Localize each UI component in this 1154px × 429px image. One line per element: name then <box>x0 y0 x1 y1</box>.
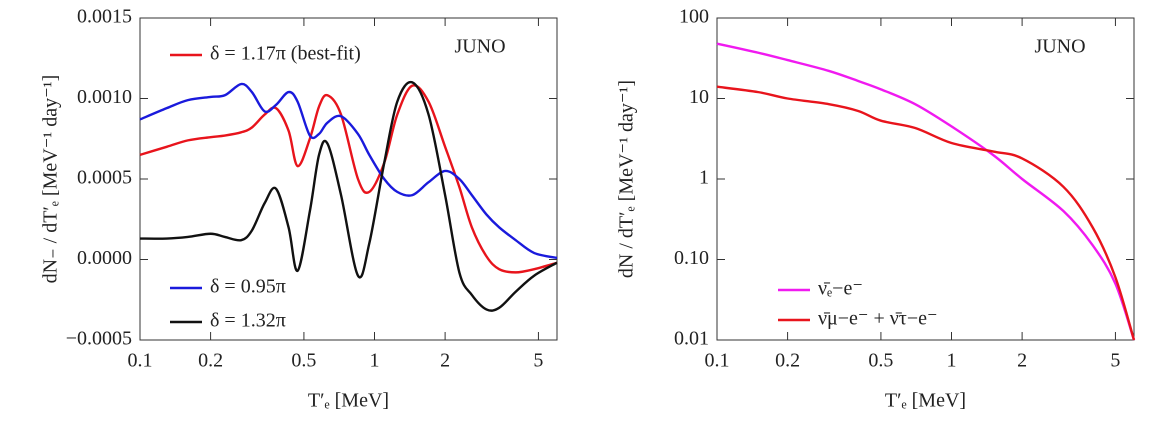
x-tick-label: 0.5 <box>868 350 893 372</box>
legend-label: ν̄μ−e⁻ + ν̄τ−e⁻ <box>818 308 938 330</box>
legend-label: δ = 1.17π (best-fit) <box>210 43 361 65</box>
y-tick-label: 0.0005 <box>77 167 132 189</box>
x-tick-label: 5 <box>533 350 543 372</box>
x-tick-label: 0.1 <box>128 350 153 372</box>
y-tick-label: 0.0015 <box>77 6 132 28</box>
x-axis-label: T′ₑ [MeV] <box>308 390 389 412</box>
x-tick-label: 5 <box>1110 350 1120 372</box>
y-axis-label: dN₋ / dT′ₑ [MeV⁻¹ day⁻¹] <box>40 75 62 284</box>
legend-label: δ = 0.95π <box>210 276 286 298</box>
x-tick-label: 1 <box>370 350 380 372</box>
series-line <box>716 85 1136 341</box>
y-tick-label: 0.0010 <box>77 86 132 108</box>
y-axis-label: dN / dT′ₑ [MeV⁻¹ day⁻¹] <box>616 80 638 278</box>
y-tick-label: 0.0000 <box>77 247 132 269</box>
x-tick-label: 2 <box>440 350 450 372</box>
x-tick-label: 0.5 <box>291 350 316 372</box>
annotation: JUNO <box>1034 36 1085 58</box>
x-tick-label: 0.1 <box>705 350 730 372</box>
legend-label: ν̄ₑ−e⁻ <box>818 278 863 300</box>
x-tick-label: 2 <box>1017 350 1027 372</box>
series-line <box>139 82 558 260</box>
x-tick-label: 0.2 <box>775 350 800 372</box>
y-tick-label: 0.10 <box>674 247 709 269</box>
plot-frame <box>716 17 1135 341</box>
annotation: JUNO <box>454 36 505 58</box>
y-tick-label: 0.01 <box>674 328 709 350</box>
series-line <box>139 84 558 274</box>
y-tick-label: 100 <box>679 6 709 28</box>
y-tick-label: 10 <box>689 86 709 108</box>
y-tick-label: 1 <box>699 167 709 189</box>
series-line <box>139 80 558 312</box>
legend-label: δ = 1.32π <box>210 310 286 332</box>
y-tick-label: −0.0005 <box>66 328 132 350</box>
x-tick-label: 1 <box>947 350 957 372</box>
plot-frame <box>139 17 558 341</box>
x-tick-label: 0.2 <box>198 350 223 372</box>
series-line <box>716 42 1136 341</box>
x-axis-label: T′ₑ [MeV] <box>885 390 966 412</box>
